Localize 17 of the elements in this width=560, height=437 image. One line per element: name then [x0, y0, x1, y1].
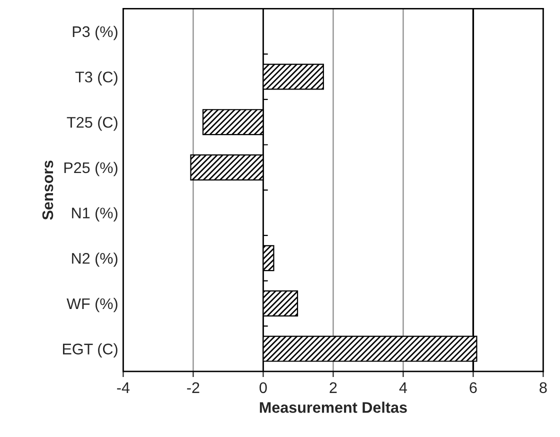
x-tick-label: -4: [117, 382, 130, 393]
x-tick-label: 8: [540, 382, 547, 394]
y-tick-label: P25 (%): [64, 162, 118, 176]
x-axis-title: Measurement Deltas: [260, 402, 407, 413]
x-tick-label: -2: [187, 382, 200, 393]
y-tick-label: T25 (C): [66, 116, 118, 131]
y-tick-label: P3 (%): [72, 26, 118, 40]
x-tick-label: 0: [260, 382, 267, 394]
y-tick-label: N2 (%): [72, 252, 118, 267]
y-tick-label: EGT (C): [63, 343, 118, 358]
y-tick-label: N1 (%): [72, 207, 118, 222]
x-tick-label: 6: [470, 382, 477, 394]
x-tick-label: 2: [330, 382, 337, 393]
y-tick-label: T3 (C): [75, 71, 118, 86]
y-axis-title: Sensors: [42, 160, 54, 220]
x-tick-label: 4: [399, 382, 407, 393]
y-tick-label: WF (%): [66, 298, 118, 312]
